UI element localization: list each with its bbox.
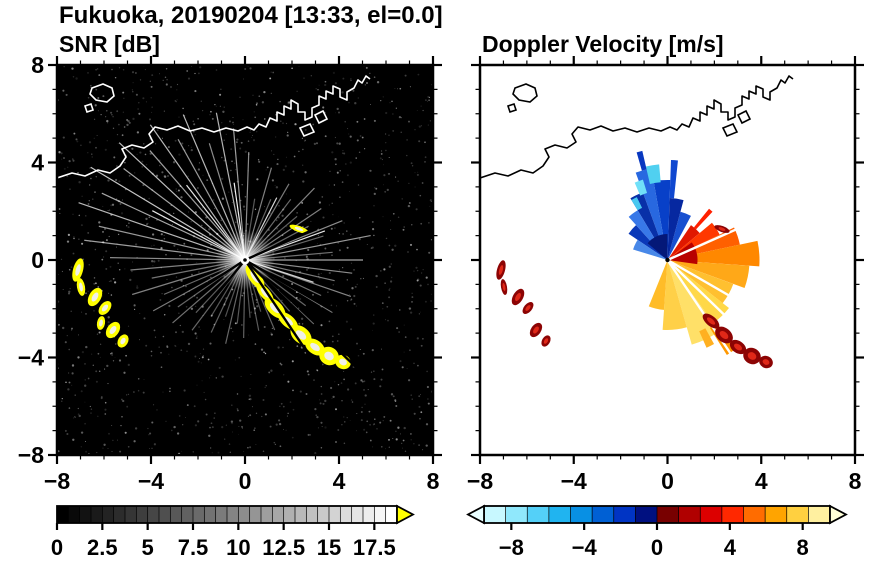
vel-echo-blobs <box>496 225 773 369</box>
panel-snr: −8 −4 0 4 8 −8 −4 0 4 8 <box>18 52 442 494</box>
snr-colorbar-labels: 0 2.5 5 7.5 10 12.5 15 17.5 <box>51 535 396 560</box>
svg-text:−4: −4 <box>138 468 164 494</box>
svg-text:4: 4 <box>31 150 44 176</box>
svg-text:0: 0 <box>239 468 252 494</box>
snr-echo-blobs <box>72 224 351 370</box>
svg-text:−4: −4 <box>572 535 598 560</box>
snr-colorbar-over-arrow-icon <box>396 504 415 525</box>
island-outline <box>506 102 518 114</box>
pier-outline <box>313 109 329 125</box>
snr-panel-title: SNR [dB] <box>59 31 160 57</box>
vel-colorbar-under-arrow-icon <box>466 504 485 525</box>
svg-text:−4: −4 <box>18 345 44 371</box>
svg-text:17.5: 17.5 <box>353 535 396 560</box>
vel-panel-title: Doppler Velocity [m/s] <box>482 31 724 57</box>
svg-text:0: 0 <box>51 535 63 560</box>
vel-colorbar-over-arrow-icon <box>829 504 848 525</box>
panel-vel: −8 −4 0 4 8 <box>467 56 864 494</box>
svg-text:−4: −4 <box>561 468 587 494</box>
svg-text:4: 4 <box>333 468 346 494</box>
svg-text:−8: −8 <box>18 442 44 468</box>
coastline-path <box>480 75 794 179</box>
svg-text:−8: −8 <box>44 468 70 494</box>
island-outline <box>512 83 538 103</box>
island-outline <box>89 83 115 103</box>
vel-tick-labels: −8 −4 0 4 8 <box>467 468 862 494</box>
svg-text:15: 15 <box>317 535 341 560</box>
shadow-rays <box>168 201 379 390</box>
svg-text:7.5: 7.5 <box>178 535 209 560</box>
svg-text:8: 8 <box>849 468 862 494</box>
figure-title: Fukuoka, 20190204 [13:33, el=0.0] <box>59 2 443 29</box>
vel-map <box>480 75 794 179</box>
svg-text:4: 4 <box>724 535 737 560</box>
radar-center-icon <box>665 257 670 263</box>
vel-colorbar: −8 −4 0 4 8 <box>466 504 848 560</box>
vel-colorbar-labels: −8 −4 0 4 8 <box>499 535 809 560</box>
svg-text:−8: −8 <box>467 468 493 494</box>
svg-text:8: 8 <box>31 52 44 78</box>
velocity-wedges <box>628 150 760 355</box>
vel-ticks <box>471 56 864 464</box>
snr-tick-labels: −8 −4 0 4 8 −8 −4 0 4 8 <box>18 52 440 494</box>
svg-text:5: 5 <box>142 535 154 560</box>
svg-text:0: 0 <box>651 535 663 560</box>
snr-ticks <box>48 56 442 464</box>
snr-colorbar: 0 2.5 5 7.5 10 12.5 15 17.5 <box>51 504 415 560</box>
svg-text:0: 0 <box>31 247 44 273</box>
svg-text:8: 8 <box>797 535 809 560</box>
svg-text:4: 4 <box>755 468 768 494</box>
svg-text:12.5: 12.5 <box>262 535 305 560</box>
radar-streaks <box>78 112 371 344</box>
pier-outline <box>298 122 316 138</box>
island-outline <box>83 102 95 114</box>
snr-map <box>57 75 371 179</box>
svg-text:8: 8 <box>427 468 440 494</box>
coastline-path <box>57 75 371 179</box>
svg-text:0: 0 <box>661 468 674 494</box>
pier-outline <box>736 109 752 125</box>
svg-text:10: 10 <box>226 535 250 560</box>
svg-text:2.5: 2.5 <box>87 535 118 560</box>
pier-outline <box>721 122 739 138</box>
svg-text:−8: −8 <box>499 535 524 560</box>
